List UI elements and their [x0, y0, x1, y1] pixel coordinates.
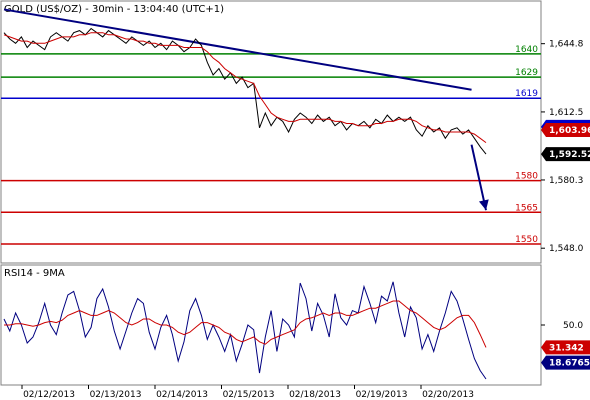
rsi-value-label: 18.6765	[549, 359, 590, 369]
date-tick-label: 02/12/2013	[23, 390, 75, 400]
support-resistance-levels: 1640 1629 1619 1580 1565 1550	[1, 45, 541, 245]
trendlines	[3, 8, 489, 211]
price-tick-label: 1,612.5	[549, 108, 583, 118]
price-series-0	[3, 27, 487, 155]
date-tick-label: 02/14/2013	[156, 390, 208, 400]
rsi-value-box	[541, 340, 590, 355]
rsi-tick-label: 50.0	[563, 321, 583, 331]
price-value-boxes: 1,605.411,603.961,592.52	[541, 119, 590, 162]
price-axis: 1,644.8 1,612.5 1,580.3 1,548.0	[541, 40, 584, 254]
level-label: 1640	[515, 45, 538, 55]
price-series	[3, 27, 487, 155]
price-value-box	[541, 147, 590, 162]
date-tick-label: 02/20/2013	[422, 390, 474, 400]
rsi-value-label: 31.342	[549, 343, 584, 353]
rsi-series-0	[3, 281, 487, 380]
main-chart-title: GOLD (US$/OZ) - 30min - 13:04:40 (UTC+1)	[4, 4, 224, 15]
date-tick-label: 02/18/2013	[289, 390, 341, 400]
price-tick-label: 1,644.8	[549, 40, 584, 50]
projection-arrow-head	[478, 199, 489, 211]
price-tick-label: 1,580.3	[549, 176, 583, 186]
rsi-axis: 50.0	[541, 321, 583, 331]
price-tick-label: 1,548.0	[549, 244, 584, 254]
rsi-series-1	[4, 300, 487, 348]
level-label: 1629	[515, 68, 538, 78]
rsi-panel	[0, 264, 542, 386]
rsi-series	[3, 281, 487, 380]
date-axis: 02/12/2013 02/13/2013 02/14/2013 02/15/2013…	[21, 385, 474, 400]
rsi-value-boxes: 31.342 18.6765	[541, 340, 590, 370]
level-label: 1619	[515, 89, 538, 99]
date-tick-label: 02/15/2013	[223, 390, 275, 400]
level-label: 1565	[515, 203, 538, 213]
rsi-value-box	[541, 355, 590, 370]
price-series-1	[3, 32, 487, 144]
price-value-label: 1,592.52	[549, 150, 590, 160]
resistance-trendline	[3, 8, 472, 91]
date-tick-label: 02/13/2013	[90, 390, 142, 400]
projection-arrow-shaft	[470, 144, 487, 211]
rsi-chart-title: RSI14 - 9MA	[4, 268, 65, 279]
level-label: 1550	[515, 235, 538, 245]
date-tick-label: 02/19/2013	[356, 390, 408, 400]
price-value-box	[541, 122, 590, 137]
price-value-label: 1,603.96	[549, 126, 590, 136]
level-label: 1580	[515, 172, 538, 182]
